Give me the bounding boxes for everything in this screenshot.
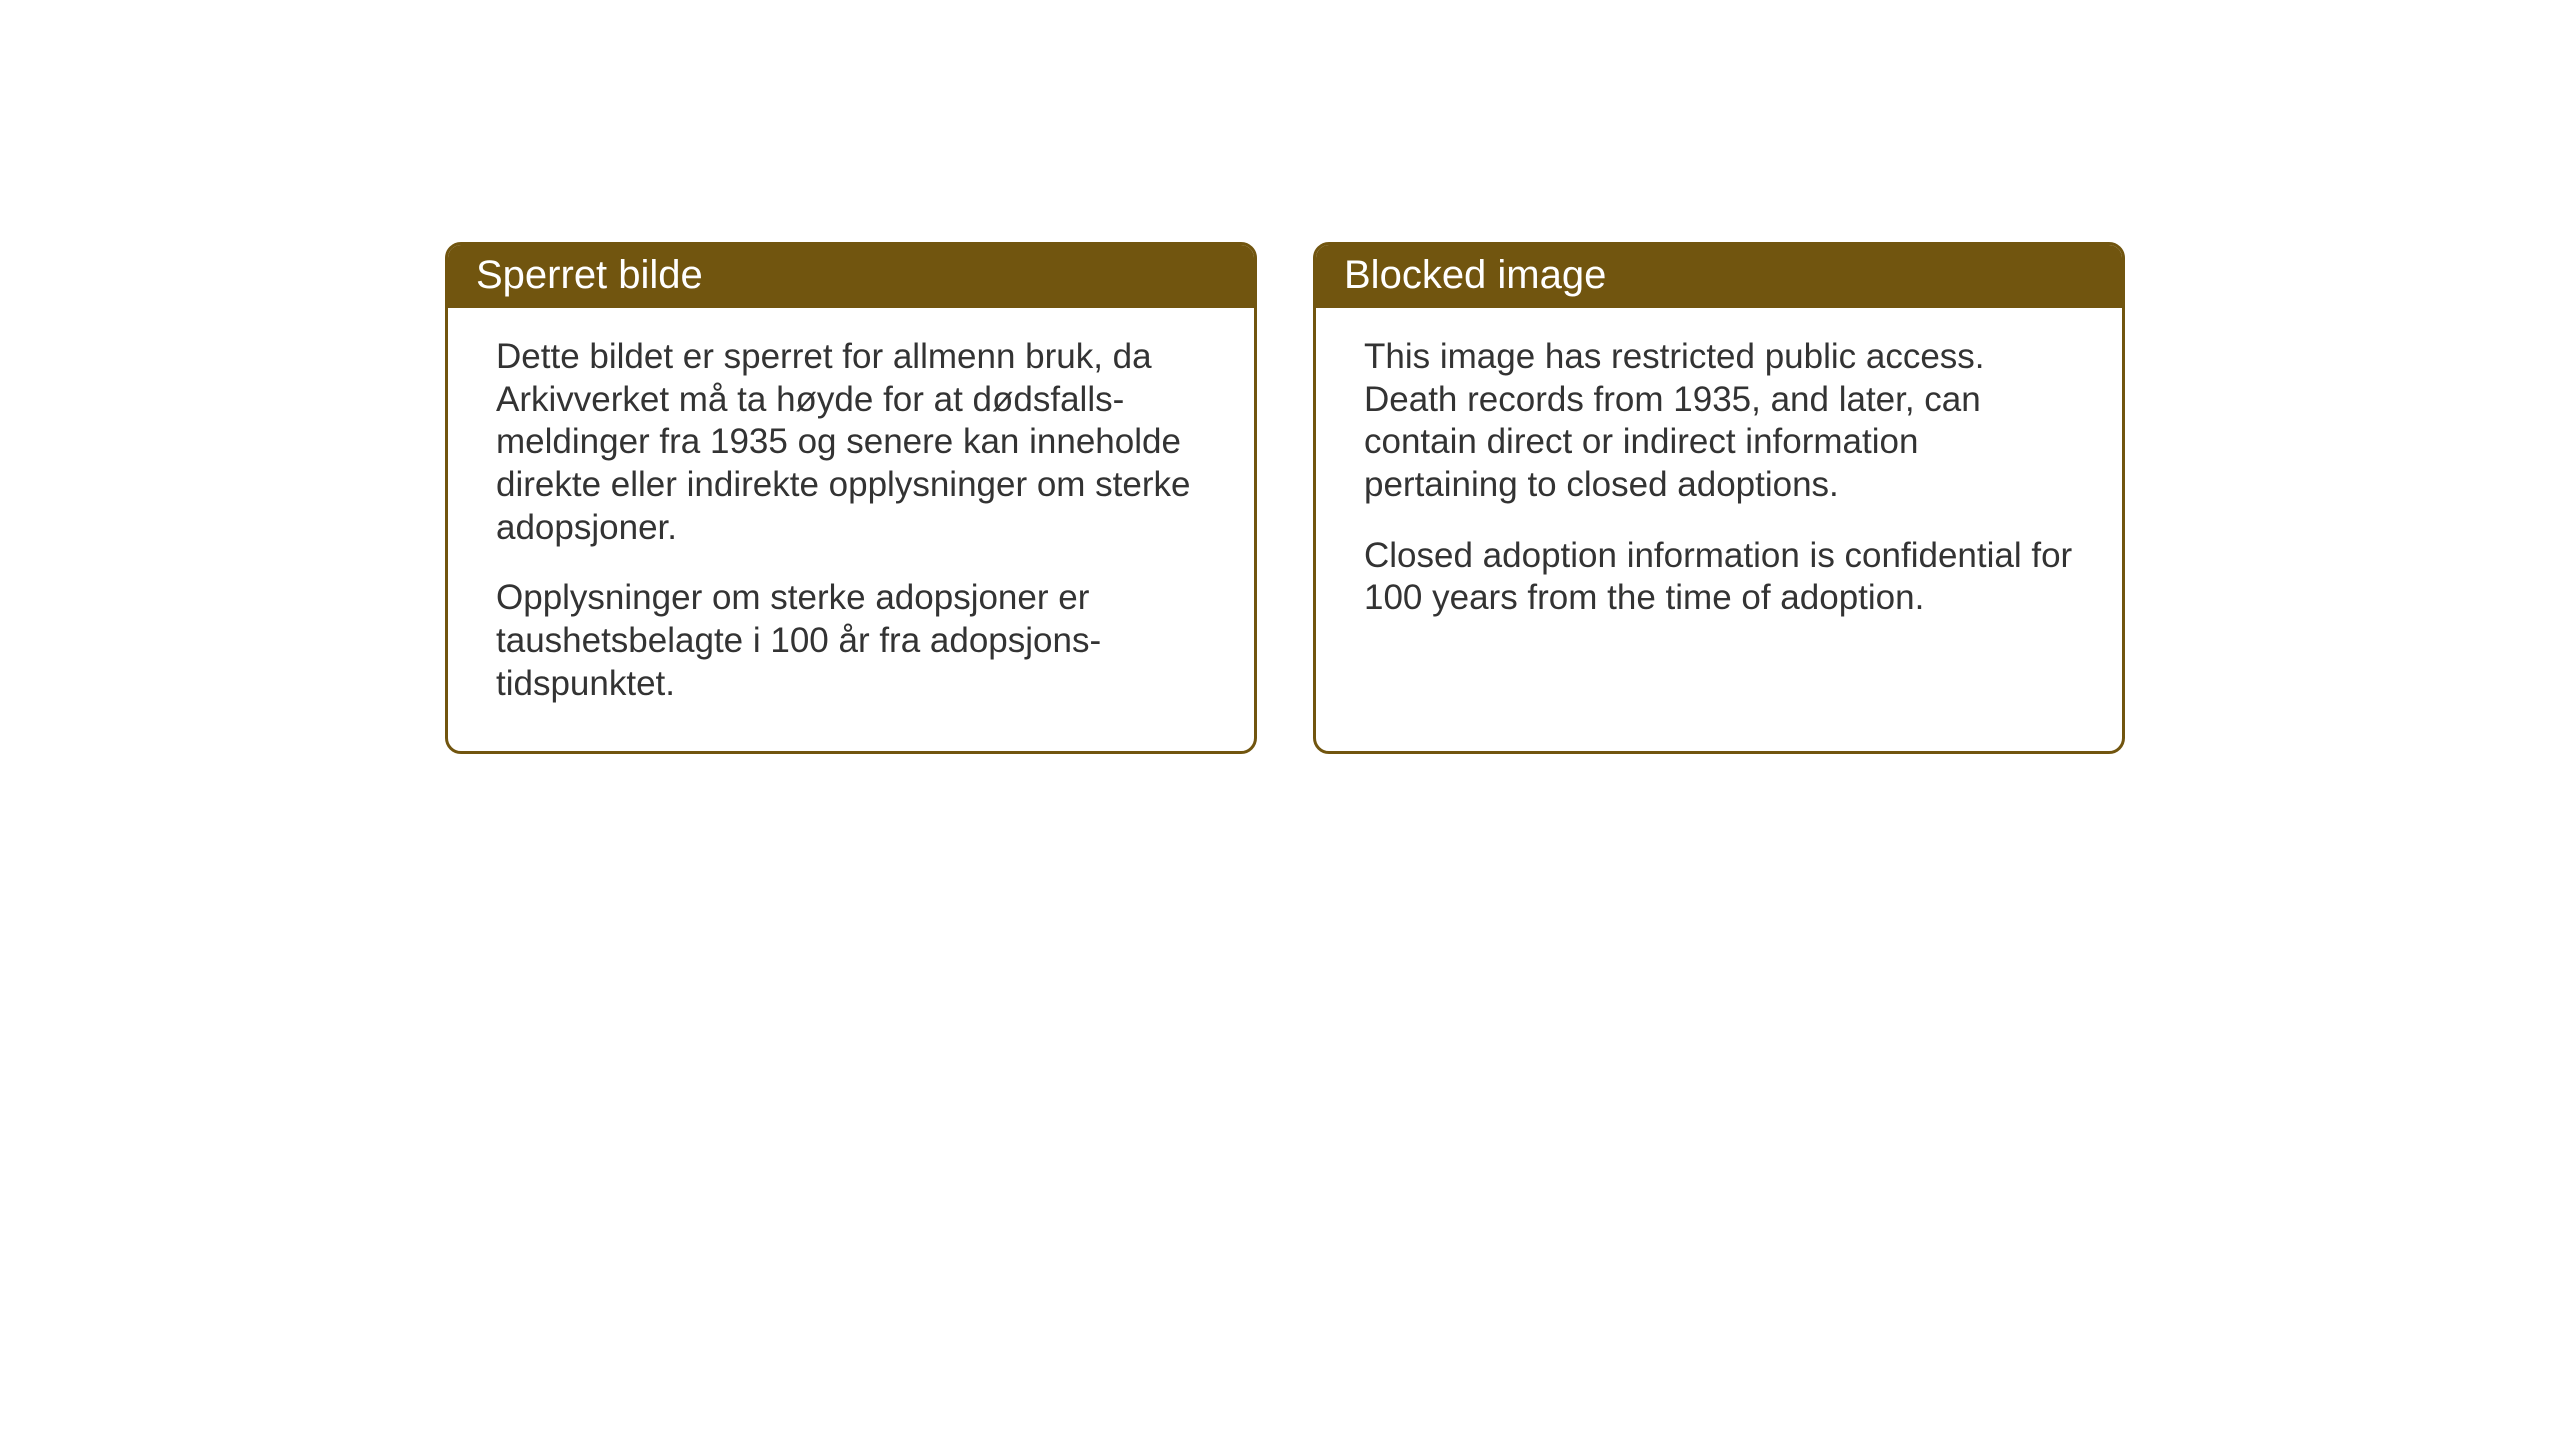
paragraph-text: This image has restricted public access.… [1364, 336, 2074, 507]
notice-card-norwegian: Sperret bilde Dette bildet er sperret fo… [445, 242, 1257, 754]
notice-card-english: Blocked image This image has restricted … [1313, 242, 2125, 754]
paragraph-text: Closed adoption information is confident… [1364, 535, 2074, 620]
paragraph-text: Opplysninger om sterke adopsjoner er tau… [496, 577, 1206, 705]
card-header-english: Blocked image [1316, 245, 2122, 308]
card-header-norwegian: Sperret bilde [448, 245, 1254, 308]
card-body-english: This image has restricted public access.… [1316, 308, 2122, 660]
card-title-norwegian: Sperret bilde [476, 253, 703, 297]
paragraph-text: Dette bildet er sperret for allmenn bruk… [496, 336, 1206, 549]
notice-container: Sperret bilde Dette bildet er sperret fo… [445, 242, 2125, 754]
card-title-english: Blocked image [1344, 253, 1606, 297]
card-body-norwegian: Dette bildet er sperret for allmenn bruk… [448, 308, 1254, 746]
